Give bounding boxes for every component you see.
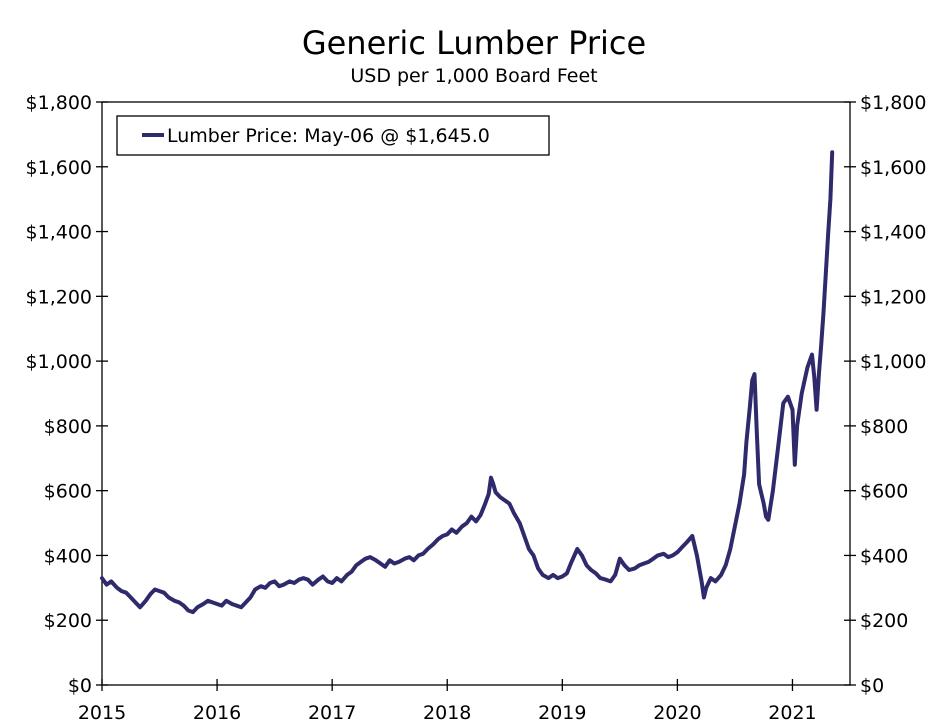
x-tick-label: 2016 [193,702,241,724]
y-tick-label-right: $1,600 [860,157,926,179]
y-tick-label-left: $1,600 [26,157,92,179]
y-tick-label-right: $400 [860,545,908,567]
y-tick-label-left: $0 [68,675,92,697]
x-tick-label: 2021 [768,702,816,724]
x-tick-label: 2017 [308,702,356,724]
x-tick-label: 2020 [653,702,701,724]
y-tick-label-right: $0 [860,675,884,697]
x-tick-label: 2018 [423,702,471,724]
y-tick-label-left: $400 [44,545,92,567]
y-tick-label-right: $200 [860,610,908,632]
y-tick-label-right: $600 [860,481,908,503]
y-axis-right: $0 $200 $400 $600 $800 $1,000 $1,200 $1,400 $1,6… [844,92,926,697]
chart-title: Generic Lumber Price [302,24,646,62]
legend-label: Lumber Price: May-06 @ $1,645.0 [167,125,490,147]
y-tick-label-right: $1,000 [860,351,926,373]
y-tick-label-left: $800 [44,416,92,438]
chart-subtitle: USD per 1,000 Board Feet [350,65,597,87]
y-tick-label-left: $1,200 [26,286,92,308]
y-tick-label-right: $1,800 [860,92,926,114]
x-tick-label: 2019 [538,702,586,724]
y-axis-left: $0 $200 $400 $600 $800 $1,000 $1,200 $1,400 $1,6… [26,92,108,697]
y-tick-label-left: $1,000 [26,351,92,373]
x-axis: 2015 2016 2017 2018 2019 2020 2021 [78,679,817,724]
legend-box [116,115,550,156]
y-tick-label-left: $200 [44,610,92,632]
y-tick-label-right: $1,400 [860,222,926,244]
y-tick-label-left: $1,800 [26,92,92,114]
y-tick-label-left: $1,400 [26,222,92,244]
y-tick-label-right: $1,200 [860,286,926,308]
legend: Lumber Price: May-06 @ $1,645.0 [116,115,550,156]
lumber-price-series-line [100,150,835,615]
y-tick-label-right: $800 [860,416,908,438]
y-tick-label-left: $600 [44,481,92,503]
x-tick-label: 2015 [78,702,126,724]
plot-area-frame [101,101,851,686]
